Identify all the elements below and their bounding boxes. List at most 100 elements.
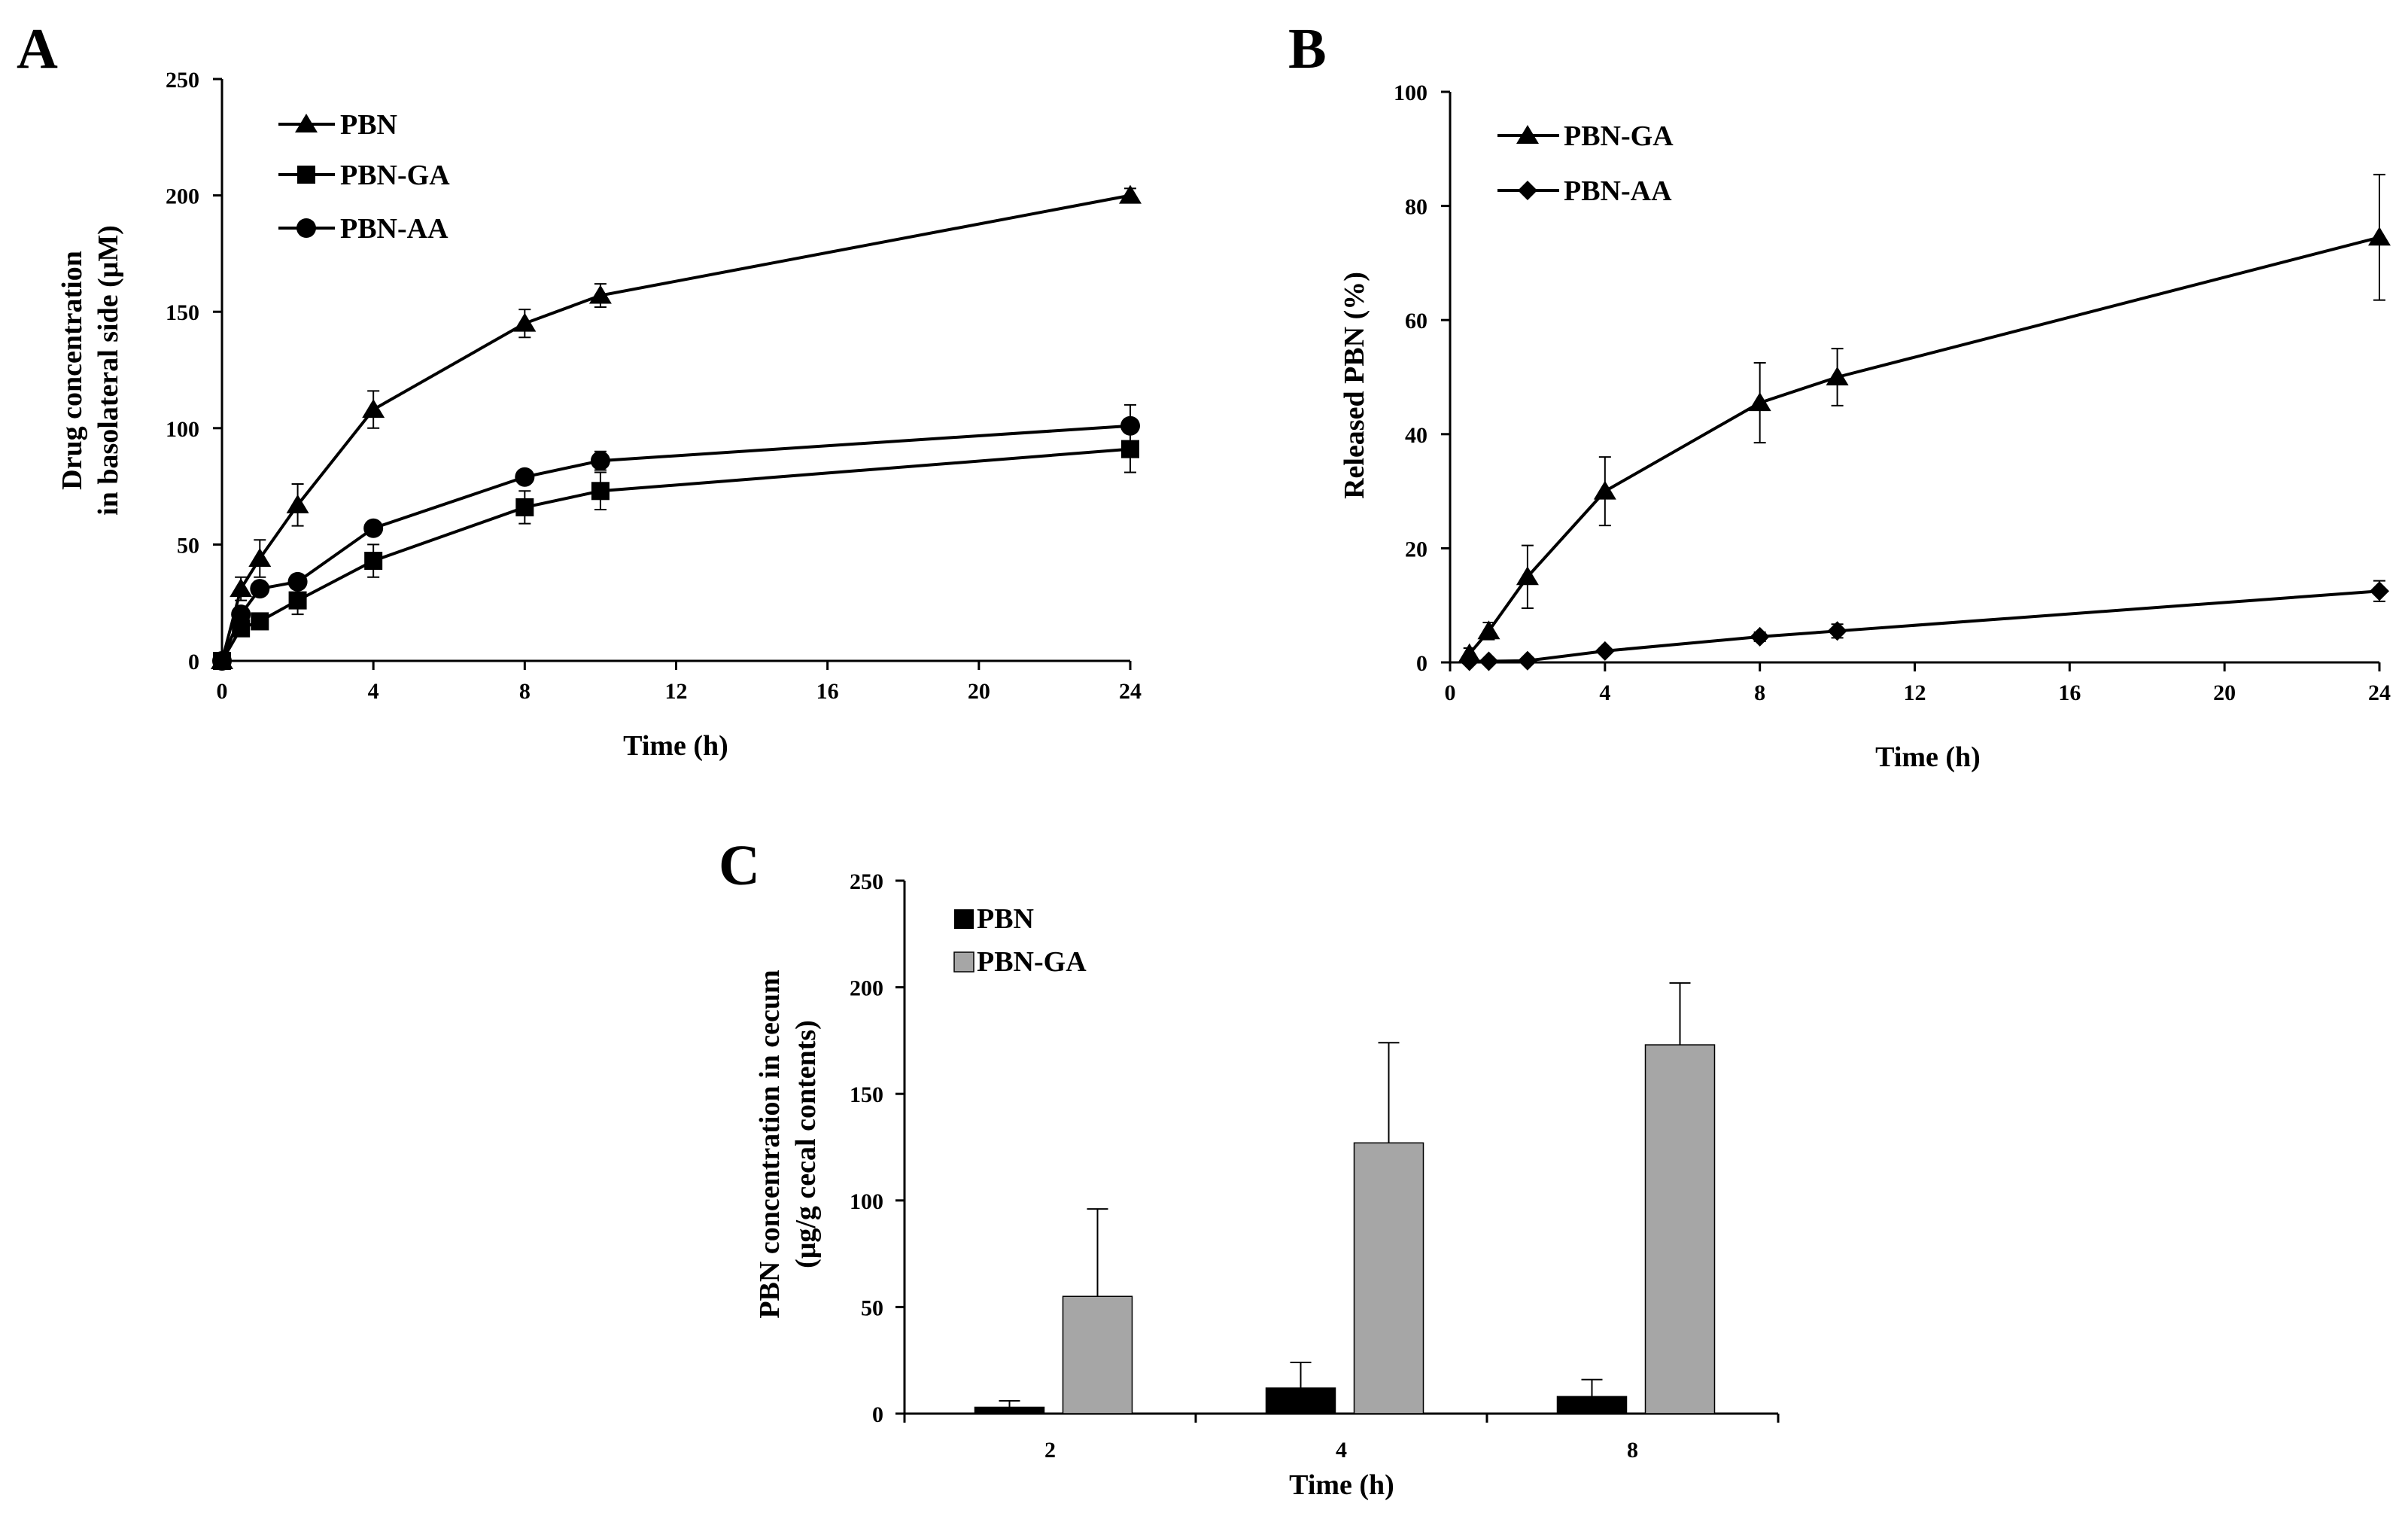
panel-a-x-tick-label-8: 8 <box>519 679 531 704</box>
panel-a: A 0 4 8 12 16 20 24 0 50 100 150 200 250 Time (h) Dr… <box>17 17 1142 762</box>
panel-b-legend: PBN-GA PBN-AA <box>1497 120 1674 207</box>
panel-a-series-line-pbn-ga <box>220 447 1131 662</box>
panel-a-y-tick-label-0: 0 <box>188 650 199 674</box>
panel-a-point-pbn-4 <box>362 399 385 419</box>
panel-c-bar-pbn-8 <box>1556 1396 1628 1414</box>
panel-a-legend-pbn: PBN <box>340 109 397 141</box>
panel-a-point-pbn-aa-0 <box>212 651 232 671</box>
panel-a-y-tick-label-50: 50 <box>177 533 199 558</box>
panel-a-series <box>211 184 1142 671</box>
panel-b-y-tick-label-40: 40 <box>1405 423 1427 448</box>
panel-c-y-axis-title-line2: (μg/g cecal contents) <box>790 1020 822 1268</box>
panel-c-legend: PBN PBN-GA <box>953 903 1087 978</box>
panel-b-y-tick-label-100: 100 <box>1394 81 1427 105</box>
panel-a-x-tick-label-20: 20 <box>968 679 990 704</box>
panel-a-y-tick-label-100: 100 <box>166 417 199 442</box>
panel-a-point-pbn-aa-2 <box>250 579 270 599</box>
panel-c-bar-pbn-ga-2 <box>1062 1295 1133 1414</box>
panel-a-point-pbn-ga-3 <box>288 591 307 610</box>
panel-b-y-axis-title: Released PBN (%) <box>1339 272 1370 499</box>
panel-c-x-axis-title: Time (h) <box>1289 1469 1394 1501</box>
legend-diamond-marker <box>1518 181 1537 200</box>
panel-a-point-pbn-2 <box>248 547 272 567</box>
panel-c-letter: C <box>719 834 760 897</box>
panel-a-y-axis-title-line1: Drug concentration <box>56 251 88 490</box>
panel-c-x-tick-label-2: 2 <box>1044 1438 1056 1463</box>
panel-b-point-pbn-ga-3 <box>1593 480 1616 500</box>
panel-b-x-tick-label-24: 24 <box>2368 680 2391 705</box>
panel-b-legend-pbn-ga: PBN-GA <box>1564 120 1674 152</box>
panel-a-legend-pbn-aa: PBN-AA <box>340 213 448 245</box>
panel-a-x-tick-label-16: 16 <box>816 679 839 704</box>
panel-b-x-axis-title: Time (h) <box>1875 741 1981 773</box>
panel-a-point-pbn-aa-3 <box>287 571 308 592</box>
panel-a-x-tick-label-0: 0 <box>217 679 228 704</box>
panel-c-x-tick-label-8: 8 <box>1627 1438 1638 1463</box>
panel-a-x-axis-title: Time (h) <box>623 730 728 762</box>
panel-a-point-pbn-3 <box>286 494 309 513</box>
panel-a-point-pbn-ga-2 <box>251 612 269 631</box>
panel-b-y-tick-label-60: 60 <box>1405 309 1427 333</box>
panel-b-series-line-pbn-ga <box>1468 236 2380 655</box>
panel-c-bar-pbn-ga-4 <box>1353 1142 1424 1414</box>
panel-b-point-pbn-ga-4 <box>1748 392 1771 412</box>
panel-c-bar-pbn-ga-8 <box>1644 1044 1716 1414</box>
panel-b-x-tick-label-0: 0 <box>1445 680 1456 705</box>
panel-c: C 0 50 100 150 200 250 2 4 8 Time (h) PBN concen… <box>719 834 1780 1501</box>
panel-a-legend-pbn-ga: PBN-GA <box>340 160 450 191</box>
panel-b-point-pbn-ga-2 <box>1516 566 1539 586</box>
panel-c-y-tick-label-100: 100 <box>850 1189 883 1214</box>
panel-b-point-pbn-aa-2 <box>1517 650 1537 671</box>
panel-b: B 0 4 8 12 16 20 24 0 20 40 60 80 100 Time (h) Relea… <box>1288 17 2391 773</box>
panel-a-x-tick-label-24: 24 <box>1119 679 1142 704</box>
panel-a-point-pbn-ga-6 <box>591 482 610 501</box>
panel-a-point-pbn-aa-5 <box>515 467 535 487</box>
panel-c-bar-pbn-2 <box>974 1406 1045 1414</box>
panel-a-letter: A <box>17 17 58 81</box>
panel-a-point-pbn-aa-6 <box>590 451 610 471</box>
legend-square-marker <box>297 166 315 184</box>
panel-a-y-tick-label-200: 200 <box>166 184 199 209</box>
panel-a-legend: PBN PBN-GA PBN-AA <box>278 109 450 245</box>
panel-c-y-tick-label-250: 250 <box>850 869 883 894</box>
panel-a-ticks: 0 4 8 12 16 20 24 0 50 100 150 200 250 <box>166 68 1142 704</box>
panel-c-ticks: 0 50 100 150 200 250 2 4 8 <box>850 869 1780 1463</box>
panel-b-x-tick-label-4: 4 <box>1599 680 1610 705</box>
panel-b-x-tick-label-20: 20 <box>2213 680 2236 705</box>
panel-a-point-pbn-5 <box>513 312 537 332</box>
legend-circle-marker <box>296 218 316 238</box>
panel-a-point-pbn-1 <box>230 578 253 598</box>
panel-a-point-pbn-7 <box>1119 184 1142 204</box>
legend-swatch-pbn <box>954 909 974 929</box>
panel-a-y-tick-label-250: 250 <box>166 68 199 93</box>
panel-a-y-axis-title-line2: in basolateral side (μM) <box>93 225 124 516</box>
panel-c-bar-pbn-4 <box>1265 1387 1336 1414</box>
panel-c-x-tick-label-4: 4 <box>1336 1438 1347 1463</box>
panel-b-point-pbn-aa-4 <box>1750 626 1770 647</box>
panel-a-y-tick-label-150: 150 <box>166 300 199 325</box>
panel-b-series <box>1458 173 2391 671</box>
panel-a-point-pbn-aa-4 <box>363 518 384 538</box>
panel-c-y-axis-title-line1: PBN concentration in cecum <box>754 970 786 1318</box>
panel-b-point-pbn-ga-5 <box>1826 367 1849 385</box>
panel-b-point-pbn-aa-3 <box>1595 641 1615 661</box>
panel-c-y-tick-label-0: 0 <box>872 1402 883 1427</box>
panel-a-series-line-pbn <box>220 193 1131 662</box>
panel-b-point-pbn-aa-1 <box>1479 651 1499 671</box>
panel-b-x-tick-label-12: 12 <box>1904 680 1926 705</box>
panel-c-bars <box>974 982 1716 1414</box>
panel-b-y-tick-label-80: 80 <box>1405 195 1427 220</box>
panel-a-x-tick-label-4: 4 <box>368 679 379 704</box>
legend-swatch-pbn-ga <box>953 951 974 973</box>
panel-b-point-pbn-aa-6 <box>2370 581 2389 601</box>
panel-c-y-tick-label-150: 150 <box>850 1082 883 1107</box>
panel-c-legend-pbn-ga: PBN-GA <box>977 946 1087 978</box>
panel-b-y-tick-label-0: 0 <box>1416 651 1427 676</box>
panel-b-point-pbn-aa-0 <box>1459 651 1479 671</box>
panel-a-point-pbn-aa-1 <box>231 604 251 625</box>
panel-a-x-tick-label-12: 12 <box>665 679 688 704</box>
panel-b-legend-pbn-aa: PBN-AA <box>1564 175 1672 207</box>
panel-b-point-pbn-aa-5 <box>1827 621 1847 641</box>
